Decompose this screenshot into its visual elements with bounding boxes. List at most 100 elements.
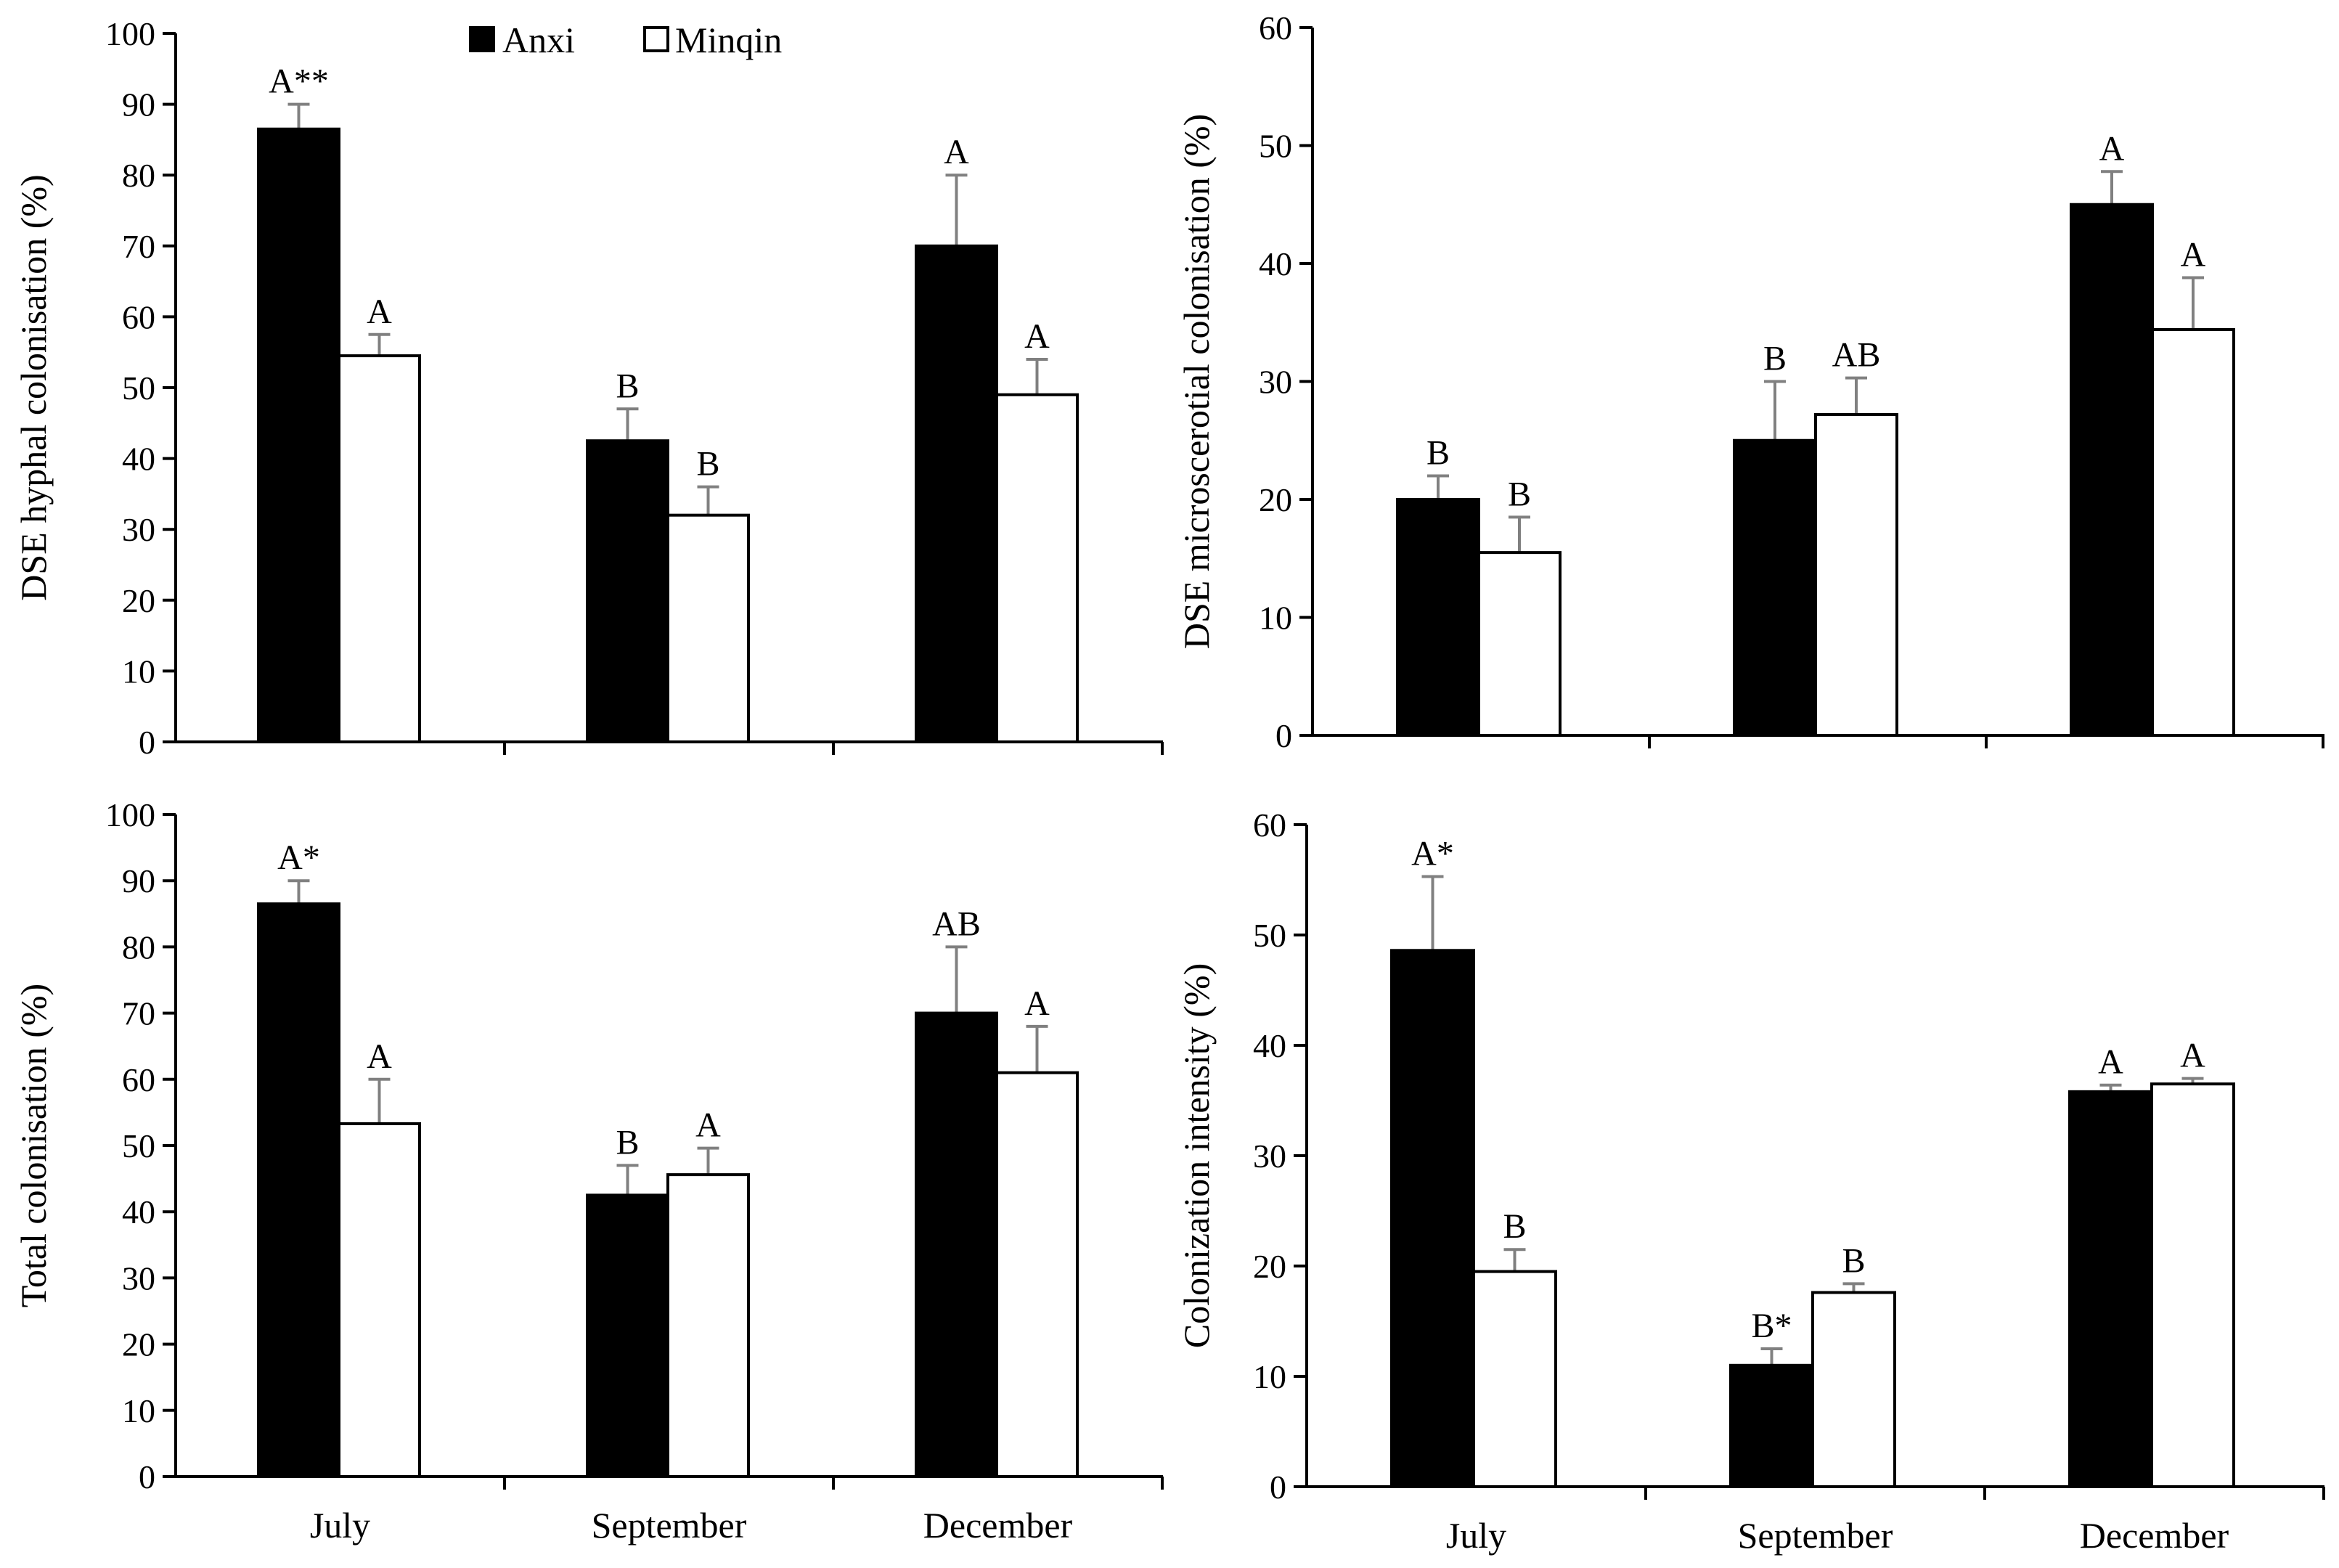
bar-anxi-july	[257, 127, 340, 743]
y-tick-label: 30	[1259, 364, 1292, 401]
legend-label-minqin: Minqin	[675, 20, 782, 60]
bar-anxi-september	[1729, 1363, 1814, 1489]
significance-label-minqin: A	[2180, 1037, 2205, 1075]
y-axis-title: Total colonisation (%)	[13, 984, 54, 1307]
significance-label-anxi: B*	[1751, 1307, 1792, 1345]
legend-swatch-minqin	[643, 26, 669, 52]
y-tick-label: 0	[139, 724, 155, 761]
bar-minqin-july	[338, 354, 421, 743]
y-tick-label: 70	[122, 995, 155, 1032]
y-tick-label: 0	[139, 1458, 155, 1495]
y-tick-label: 30	[122, 511, 155, 548]
bar-minqin-december	[995, 393, 1079, 743]
y-tick-label: 40	[1253, 1027, 1286, 1064]
y-tick-label: 60	[1253, 807, 1286, 844]
significance-label-anxi: AB	[932, 905, 981, 943]
bar-minqin-july	[1477, 551, 1562, 737]
y-axis-title: DSE microscerotial colonisation (%)	[1176, 114, 1217, 649]
y-tick-label: 0	[1270, 1469, 1286, 1506]
y-tick-label: 30	[1253, 1138, 1286, 1175]
bar-minqin-december	[2150, 1082, 2235, 1488]
x-category-label-july: July	[1446, 1515, 1506, 1556]
y-tick-label: 30	[122, 1259, 155, 1297]
significance-label-minqin: A	[1024, 317, 1050, 356]
legend-swatch-anxi	[469, 26, 495, 52]
y-tick-label: 10	[122, 1392, 155, 1429]
bar-anxi-september	[586, 1193, 669, 1479]
bar-minqin-july	[338, 1122, 421, 1479]
significance-label-anxi: A**	[269, 62, 329, 101]
legend: Anxi Minqin	[469, 20, 782, 60]
bar-anxi-july	[1396, 498, 1480, 737]
y-axis-title: DSE hyphal colonisation (%)	[13, 174, 54, 600]
y-tick-label: 70	[122, 228, 155, 265]
significance-label-minqin: A	[2181, 236, 2206, 274]
significance-label-anxi: B	[1763, 340, 1787, 378]
y-tick-label: 10	[122, 653, 155, 690]
bar-anxi-september	[586, 439, 669, 743]
legend-label-anxi: Anxi	[502, 20, 575, 60]
bar-anxi-december	[2070, 203, 2154, 737]
y-tick-label: 10	[1259, 600, 1292, 637]
bar-minqin-september	[1814, 413, 1898, 737]
y-tick-label: 20	[1253, 1248, 1286, 1285]
significance-label-anxi: A*	[277, 838, 320, 877]
y-tick-label: 60	[122, 1061, 155, 1098]
bar-anxi-december	[915, 244, 998, 743]
significance-label-minqin: A	[1024, 984, 1050, 1023]
y-axis-title: Colonization intensity (%)	[1176, 963, 1217, 1348]
y-tick-label: 80	[122, 928, 155, 965]
significance-label-anxi: A	[2098, 1043, 2123, 1082]
significance-label-minqin: B	[1508, 475, 1531, 513]
significance-label-minqin: AB	[1832, 336, 1881, 375]
bar-anxi-december	[915, 1011, 998, 1478]
y-tick-label: 50	[122, 369, 155, 407]
panel-dse-hyphal-colonisation: 0 10 20 30 40 50 60 70 80 90 100 DSE hyphal colonis…	[13, 15, 1164, 761]
panel-dse-microsclerotial-colonisation: 0 10 20 30 40 50 60 DSE microscerotial colonisa…	[1176, 9, 2324, 754]
x-category-label-july: July	[310, 1505, 370, 1545]
bar-minqin-september	[1811, 1291, 1896, 1488]
significance-label-anxi: B	[616, 367, 639, 405]
bar-anxi-july	[1390, 949, 1475, 1488]
significance-label-minqin: A	[367, 293, 392, 331]
bar-minqin-july	[1472, 1270, 1557, 1488]
x-category-label-december: December	[923, 1505, 1073, 1545]
y-tick-label: 40	[1259, 245, 1292, 282]
x-category-label-december: December	[2080, 1515, 2229, 1556]
significance-label-minqin: A	[367, 1037, 392, 1076]
bar-anxi-july	[257, 902, 340, 1478]
y-tick-label: 100	[105, 796, 155, 833]
significance-label-anxi: B	[616, 1123, 639, 1161]
y-tick-label: 40	[122, 441, 155, 478]
y-tick-label: 50	[1259, 128, 1292, 165]
bar-minqin-december	[2151, 328, 2235, 737]
bar-anxi-september	[1733, 438, 1817, 737]
y-tick-label: 90	[122, 86, 155, 123]
panel-colonization-intensity: 0 10 20 30 40 50 60 Colonization intensity (%) A…	[1176, 807, 2325, 1556]
significance-label-minqin: A	[695, 1106, 721, 1145]
y-tick-label: 60	[122, 298, 155, 335]
y-tick-label: 90	[122, 862, 155, 899]
y-tick-label: 20	[1259, 481, 1292, 518]
bar-anxi-december	[2068, 1090, 2153, 1488]
panel-total-colonisation: 0 10 20 30 40 50 60 70 80 90 100 Total colonisation…	[13, 796, 1164, 1545]
y-tick-label: 100	[105, 15, 155, 52]
y-tick-label: 20	[122, 582, 155, 619]
y-tick-label: 20	[122, 1326, 155, 1363]
bar-minqin-september	[666, 1173, 750, 1479]
bar-minqin-december	[995, 1071, 1079, 1479]
significance-label-minqin: B	[696, 445, 719, 483]
significance-label-minqin: B	[1503, 1207, 1526, 1246]
y-tick-label: 0	[1275, 717, 1292, 754]
y-tick-label: 50	[1253, 917, 1286, 954]
y-tick-label: 60	[1259, 9, 1292, 46]
y-tick-label: 40	[122, 1193, 155, 1230]
y-tick-label: 10	[1253, 1358, 1286, 1395]
y-tick-label: 50	[122, 1127, 155, 1164]
x-category-label-september: September	[592, 1505, 747, 1545]
significance-label-minqin: B	[1842, 1241, 1865, 1280]
significance-label-anxi: A	[944, 133, 969, 171]
significance-label-anxi: B	[1426, 434, 1450, 473]
x-category-label-september: September	[1738, 1515, 1893, 1556]
significance-label-anxi: A*	[1411, 834, 1454, 873]
